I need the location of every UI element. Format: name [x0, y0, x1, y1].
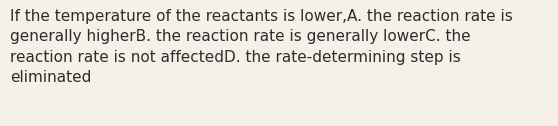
Text: If the temperature of the reactants is lower,A. the reaction rate is
generally h: If the temperature of the reactants is l…: [10, 9, 513, 85]
